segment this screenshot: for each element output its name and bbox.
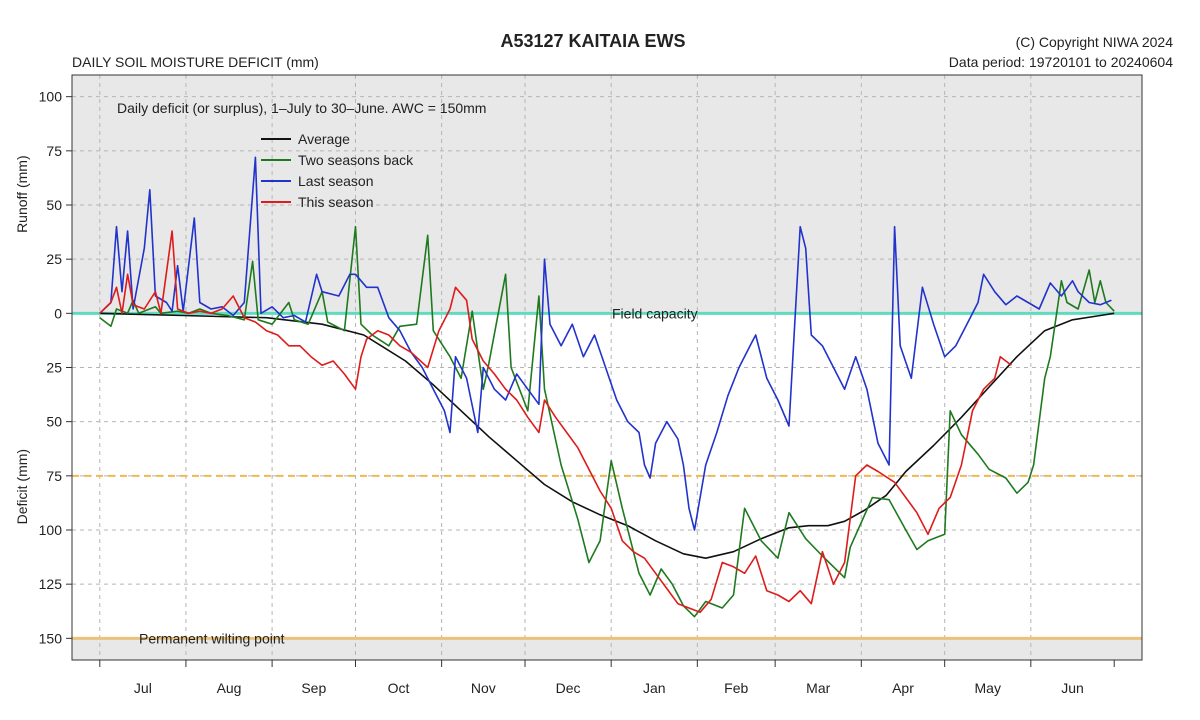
- legend: Average Two seasons back Last season This s…: [261, 131, 414, 210]
- y-tick-label: 50: [46, 414, 62, 430]
- series-average: [99, 312, 1115, 559]
- month-label: Feb: [724, 680, 748, 696]
- month-label: Oct: [388, 680, 410, 696]
- wilting-point-label: Permanent wilting point: [139, 630, 285, 646]
- month-label: Sep: [301, 680, 326, 696]
- chart-subtitle: Daily deficit (or surplus), 1–July to 30…: [117, 100, 486, 116]
- y-tick-label: 25: [46, 251, 62, 267]
- month-label: Aug: [217, 680, 242, 696]
- x-axis: Jul Aug Sep Oct Nov Dec Jan Feb Mar Apr May Jun: [99, 660, 1115, 696]
- month-label: Apr: [892, 680, 914, 696]
- y-tick-label: 150: [39, 630, 63, 646]
- month-label: Mar: [806, 680, 830, 696]
- month-label: Nov: [471, 680, 496, 696]
- legend-label: This season: [298, 194, 373, 210]
- y-tick-label: 100: [39, 522, 63, 538]
- y-tick-label: 75: [46, 468, 62, 484]
- legend-label: Average: [298, 131, 350, 147]
- chart-label: DAILY SOIL MOISTURE DEFICIT (mm): [72, 54, 319, 70]
- legend-label: Two seasons back: [298, 152, 414, 168]
- y-tick-label: 100: [39, 89, 63, 105]
- series-last-season: [99, 156, 1112, 531]
- month-label: Jan: [643, 680, 666, 696]
- copyright-text: (C) Copyright NIWA 2024: [1016, 34, 1174, 50]
- series-two-seasons-back: [99, 225, 1115, 618]
- field-capacity-label: Field capacity: [612, 305, 698, 321]
- month-label: Dec: [556, 680, 581, 696]
- y-tick-label: 50: [46, 197, 62, 213]
- y-tick-label: 125: [39, 576, 63, 592]
- y-axis-label-deficit: Deficit (mm): [14, 449, 30, 524]
- month-label: May: [975, 680, 1001, 696]
- y-tick-label: 25: [46, 360, 62, 376]
- y-axis-label-runoff: Runoff (mm): [14, 155, 30, 233]
- data-period-text: Data period: 19720101 to 20240604: [949, 54, 1173, 70]
- y-axis: 100 75 50 25 0 25 50 75 100 125 150: [39, 89, 72, 646]
- legend-label: Last season: [298, 173, 374, 189]
- station-title: A53127 KAITAIA EWS: [500, 31, 685, 51]
- series-lines: Field capacity Permanent wilting point: [99, 156, 1115, 646]
- y-tick-label: 0: [54, 305, 62, 321]
- y-tick-label: 75: [46, 143, 62, 159]
- reference-lines: [72, 311, 1142, 640]
- month-label: Jul: [134, 680, 152, 696]
- series-this-season: [99, 230, 1012, 614]
- month-label: Jun: [1061, 680, 1084, 696]
- below-wilting-region: [72, 638, 1142, 660]
